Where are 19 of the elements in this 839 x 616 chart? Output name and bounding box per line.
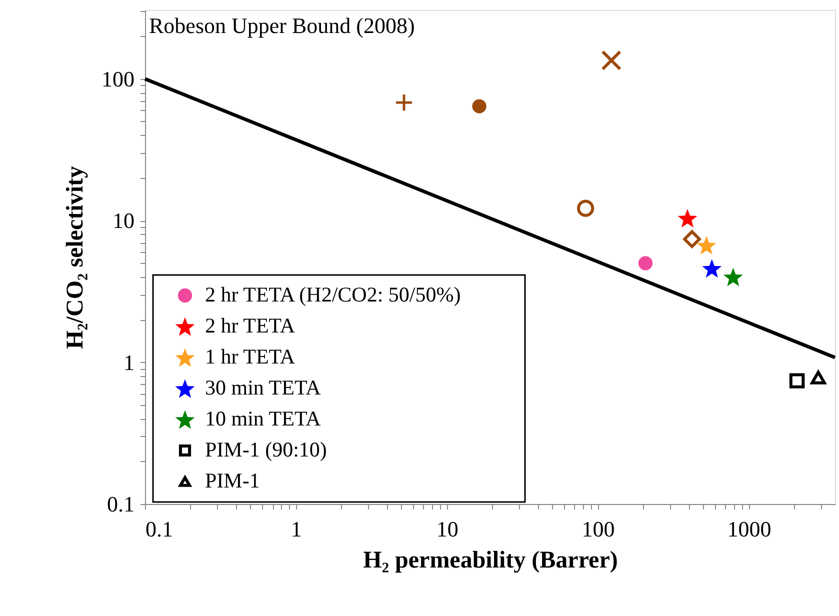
x-tick-label: 1: [290, 516, 302, 542]
legend-label: 30 min TETA: [205, 376, 322, 400]
y-tick-label: 100: [102, 66, 134, 92]
x-tick-label: 10: [436, 516, 458, 542]
legend-label: 2 hr TETA (H2/CO2: 50/50%): [205, 282, 461, 306]
annotation: Robeson Upper Bound (2008): [149, 13, 415, 38]
legend-label: PIM-1: [205, 468, 260, 492]
legend-label: 2 hr TETA: [205, 314, 296, 338]
legend-label: 10 min TETA: [205, 406, 322, 430]
y-axis-title: H₂/CO₂ selectivity: [62, 166, 88, 350]
y-tick-label: 10: [112, 208, 134, 234]
x-tick-label: 0.1: [146, 516, 173, 542]
y-tick-label: 1: [124, 350, 134, 375]
y-tick-label: 0.1: [107, 492, 134, 516]
x-tick-label: 100: [582, 516, 615, 542]
x-axis-title: H₂ permeability (Barrer): [363, 548, 618, 574]
x-tick-label: 1000: [727, 516, 772, 542]
legend-label: PIM-1 (90:10): [205, 438, 327, 462]
legend-label: 1 hr TETA: [205, 344, 296, 368]
